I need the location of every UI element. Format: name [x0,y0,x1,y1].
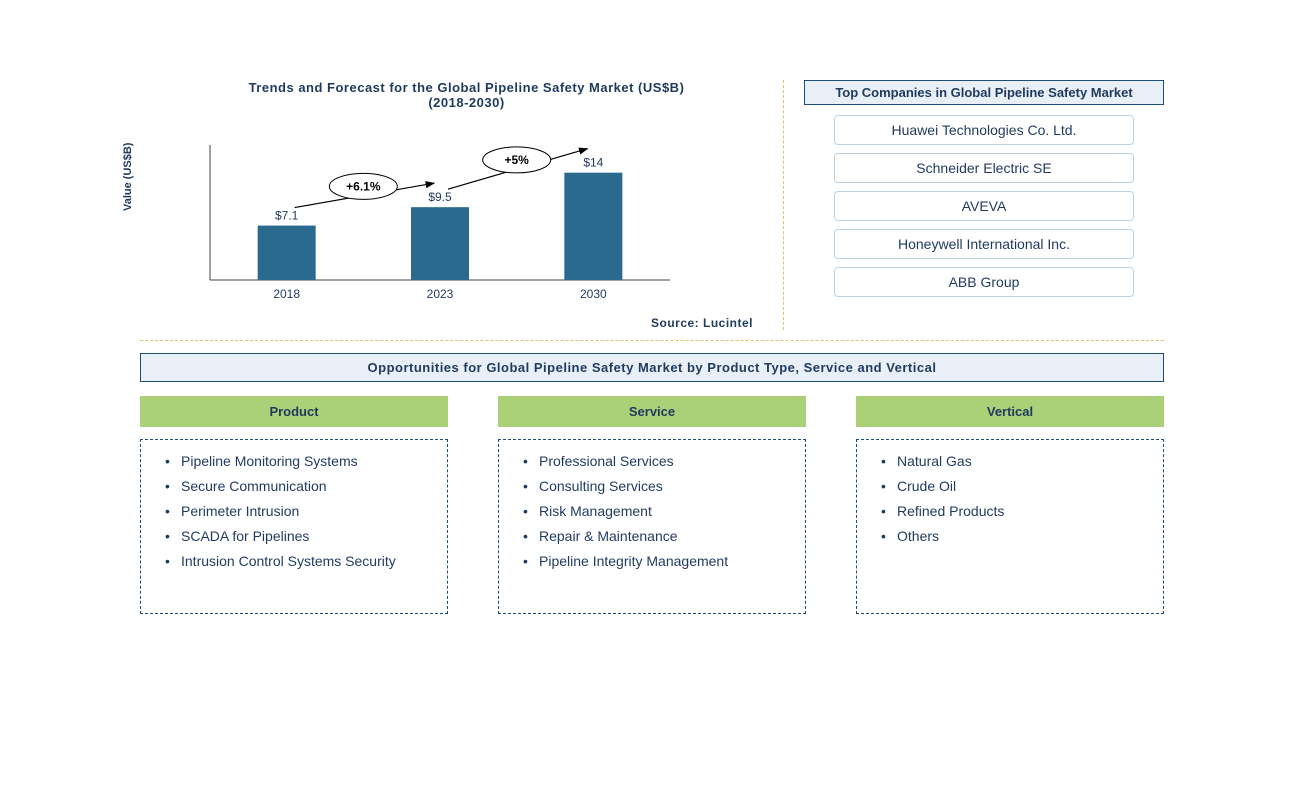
svg-text:2023: 2023 [427,287,454,301]
svg-text:2018: 2018 [273,287,300,301]
company-item: Huawei Technologies Co. Ltd. [834,115,1134,145]
company-item: AVEVA [834,191,1134,221]
horizontal-divider [140,340,1164,341]
company-item: ABB Group [834,267,1134,297]
column-box: Natural Gas Crude Oil Refined Products Othe… [856,439,1164,614]
column-list: Natural Gas Crude Oil Refined Products Othe… [875,452,1145,546]
list-item: SCADA for Pipelines [159,527,429,546]
chart-ylabel: Value (US$B) [122,143,134,211]
list-item: Natural Gas [875,452,1145,471]
list-item: Consulting Services [517,477,787,496]
column-header: Service [498,396,806,427]
companies-header: Top Companies in Global Pipeline Safety … [804,80,1164,105]
top-row: Trends and Forecast for the Global Pipel… [140,80,1164,330]
companies-header-text: Top Companies in Global Pipeline Safety … [835,85,1132,100]
svg-text:$7.1: $7.1 [275,209,299,223]
list-item: Pipeline Integrity Management [517,552,787,571]
svg-text:$14: $14 [583,156,603,170]
list-item: Risk Management [517,502,787,521]
opportunities-header-text: Opportunities for Global Pipeline Safety… [368,360,937,375]
chart-title: Trends and Forecast for the Global Pipel… [180,80,753,110]
chart-title-line2: (2018-2030) [428,95,504,110]
svg-text:$9.5: $9.5 [428,190,452,204]
company-item: Honeywell International Inc. [834,229,1134,259]
list-item: Professional Services [517,452,787,471]
bar-chart-svg: $7.1 2018 $9.5 2023 $14 2030 +6.1% +5% [170,120,690,310]
list-item: Crude Oil [875,477,1145,496]
chart-area: Value (US$B) $7.12018$9.52023$142030+6.1… [140,120,753,310]
list-item: Pipeline Monitoring Systems [159,452,429,471]
column-list: Professional Services Consulting Services… [517,452,787,570]
list-item: Refined Products [875,502,1145,521]
list-item: Intrusion Control Systems Security [159,552,429,571]
column-header: Product [140,396,448,427]
list-item: Perimeter Intrusion [159,502,429,521]
chart-title-line1: Trends and Forecast for the Global Pipel… [249,80,685,95]
svg-text:+5%: +5% [504,153,529,167]
column-header: Vertical [856,396,1164,427]
column-list: Pipeline Monitoring Systems Secure Commun… [159,452,429,570]
companies-section: Top Companies in Global Pipeline Safety … [804,80,1164,330]
opportunity-column: Product Pipeline Monitoring Systems Secure… [140,396,448,614]
companies-list: Huawei Technologies Co. Ltd. Schneider El… [804,115,1164,297]
opportunities-columns: Product Pipeline Monitoring Systems Secure… [140,396,1164,614]
opportunity-column: Vertical Natural Gas Crude Oil Refined Prod… [856,396,1164,614]
svg-text:2030: 2030 [580,287,607,301]
list-item: Repair & Maintenance [517,527,787,546]
opportunities-header: Opportunities for Global Pipeline Safety… [140,353,1164,382]
svg-text:+6.1%: +6.1% [346,179,381,193]
source-text: Source: Lucintel [140,316,753,330]
chart-section: Trends and Forecast for the Global Pipel… [140,80,784,330]
list-item: Secure Communication [159,477,429,496]
opportunity-column: Service Professional Services Consulting S… [498,396,806,614]
column-box: Professional Services Consulting Services… [498,439,806,614]
company-item: Schneider Electric SE [834,153,1134,183]
column-box: Pipeline Monitoring Systems Secure Commun… [140,439,448,614]
list-item: Others [875,527,1145,546]
